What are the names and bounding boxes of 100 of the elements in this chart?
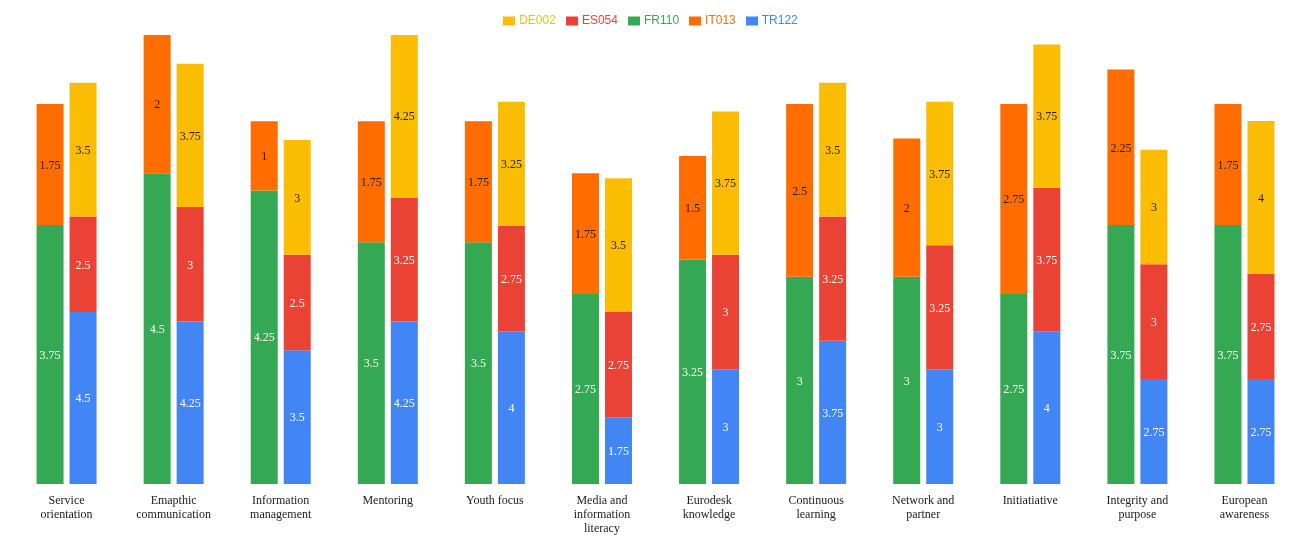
data-label: 3.5 [289, 410, 305, 425]
bar [604, 178, 632, 313]
data-label: 2.5 [289, 295, 305, 310]
bar [176, 321, 204, 484]
data-label: 3.5 [363, 356, 379, 371]
bar [604, 417, 632, 484]
x-tick-label: Information management [250, 493, 313, 521]
bar [1247, 273, 1275, 379]
data-label: 3.75 [715, 176, 737, 191]
data-label: 4 [1257, 190, 1264, 205]
bar [926, 101, 954, 246]
legend-label: TR122 [761, 13, 798, 27]
data-label: 3 [187, 257, 194, 272]
bar [464, 242, 492, 484]
data-label: 2.75 [500, 271, 522, 286]
data-label: 2.5 [75, 257, 91, 272]
x-tick-label: Integrity and purpose [1106, 493, 1169, 521]
data-label: 4.25 [393, 396, 415, 411]
bar [283, 140, 311, 255]
bar [1033, 187, 1061, 332]
data-label: 3.75 [929, 166, 951, 181]
bar [176, 63, 204, 207]
bar [283, 254, 311, 351]
legend-label: DE002 [519, 13, 556, 27]
x-tick-label: European awareness [1219, 493, 1270, 521]
bar [1000, 104, 1028, 295]
bar [604, 312, 632, 418]
bar [1107, 69, 1135, 225]
bar [1247, 120, 1275, 274]
data-label: 2 [154, 97, 161, 112]
data-label: 4.5 [75, 391, 91, 406]
data-label: 2.25 [1110, 140, 1132, 155]
x-tick-label: Initiatiative [1002, 493, 1058, 507]
x-tick-label: Mentoring [362, 493, 414, 507]
data-label: 1.5 [685, 200, 701, 215]
data-label: 2.75 [1250, 424, 1272, 439]
x-tick-label: Youth focus [465, 493, 525, 507]
data-label: 3.75 [822, 405, 844, 420]
bar [497, 101, 525, 227]
bar [1214, 104, 1242, 225]
data-label: 4 [508, 400, 515, 415]
data-label: 2 [903, 200, 910, 215]
data-label: 3 [1150, 200, 1157, 215]
bar [926, 369, 954, 484]
bar [712, 254, 740, 370]
data-label: 3.5 [825, 142, 841, 157]
data-label: 3 [294, 190, 301, 205]
x-tick-label: Emapthic communication [136, 493, 211, 521]
bar [679, 259, 707, 484]
bar [143, 35, 171, 174]
bar [1140, 378, 1168, 484]
bar [176, 206, 204, 322]
data-label: 4.5 [149, 321, 165, 336]
data-label: 1.75 [39, 157, 61, 172]
data-label: 4.25 [393, 109, 415, 124]
data-label: 2.5 [792, 183, 808, 198]
bar [497, 226, 525, 332]
bar [357, 242, 385, 484]
data-label: 2.75 [1003, 382, 1025, 397]
data-label: 2.75 [1143, 424, 1165, 439]
bar [712, 111, 740, 255]
bar [926, 245, 954, 370]
data-label: 3.75 [1217, 347, 1239, 362]
bar [679, 155, 707, 260]
bar [1140, 264, 1168, 379]
legend-label: IT013 [705, 13, 736, 27]
bar [250, 121, 278, 191]
bar [357, 121, 385, 243]
data-label: 3.5 [75, 142, 91, 157]
bar [1247, 378, 1275, 484]
data-label: 2.75 [607, 357, 629, 372]
legend-label: ES054 [581, 13, 618, 27]
bar [390, 321, 418, 484]
bar [1214, 224, 1242, 484]
data-label: 2.75 [574, 382, 596, 397]
x-tick-label: Continuous learning [788, 493, 845, 521]
data-label: 3.25 [929, 300, 951, 315]
data-label: 3.75 [39, 347, 61, 362]
data-label: 3.25 [500, 157, 522, 172]
data-label: 3.75 [1036, 109, 1058, 124]
bar [712, 369, 740, 484]
bar [36, 224, 64, 484]
x-tick-label: Media and information literacy [573, 493, 631, 535]
bar [571, 294, 599, 484]
bar [464, 121, 492, 243]
bar [250, 190, 278, 484]
x-tick-label: Service orientation [40, 493, 93, 521]
bar [69, 82, 97, 217]
bar [1140, 149, 1168, 265]
data-label: 3 [903, 373, 910, 388]
bar [819, 216, 847, 341]
x-tick-label: Eurodesk knowledge [682, 493, 736, 521]
bar [36, 104, 64, 225]
data-label: 4.25 [179, 396, 201, 411]
bar [819, 82, 847, 217]
data-label: 3.5 [610, 238, 626, 253]
data-label: 3.25 [393, 252, 415, 267]
bar [497, 331, 525, 484]
legend-label: FR110 [643, 13, 680, 27]
data-label: 3.25 [822, 271, 844, 286]
